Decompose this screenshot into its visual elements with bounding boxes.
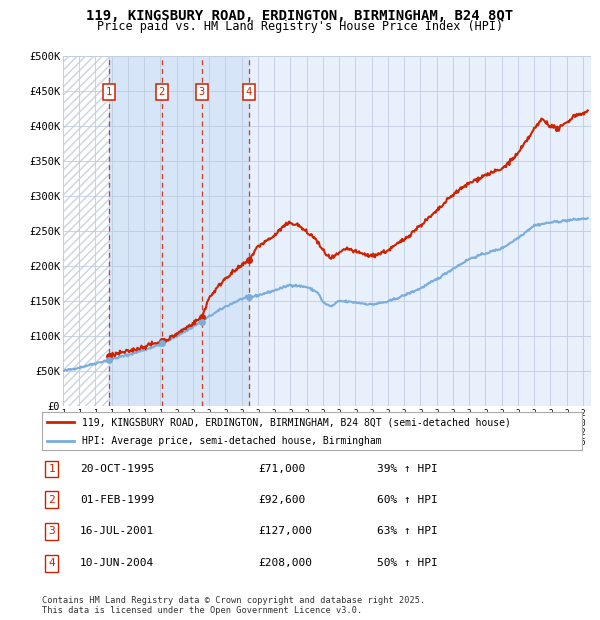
Text: 50% ↑ HPI: 50% ↑ HPI	[377, 558, 437, 568]
Text: £208,000: £208,000	[258, 558, 312, 568]
Text: 63% ↑ HPI: 63% ↑ HPI	[377, 526, 437, 536]
Text: 2: 2	[158, 87, 165, 97]
Text: 119, KINGSBURY ROAD, ERDINGTON, BIRMINGHAM, B24 8QT (semi-detached house): 119, KINGSBURY ROAD, ERDINGTON, BIRMINGH…	[83, 417, 511, 427]
Text: 2: 2	[49, 495, 55, 505]
Bar	[162, 56, 202, 406]
Text: £71,000: £71,000	[258, 464, 305, 474]
Text: 4: 4	[49, 558, 55, 568]
Text: £92,600: £92,600	[258, 495, 305, 505]
Text: 01-FEB-1999: 01-FEB-1999	[80, 495, 154, 505]
Text: 3: 3	[49, 526, 55, 536]
Text: 16-JUL-2001: 16-JUL-2001	[80, 526, 154, 536]
Text: 1: 1	[49, 464, 55, 474]
Text: 119, KINGSBURY ROAD, ERDINGTON, BIRMINGHAM, B24 8QT: 119, KINGSBURY ROAD, ERDINGTON, BIRMINGH…	[86, 9, 514, 24]
Text: 10-JUN-2004: 10-JUN-2004	[80, 558, 154, 568]
Text: Contains HM Land Registry data © Crown copyright and database right 2025.
This d: Contains HM Land Registry data © Crown c…	[42, 596, 425, 615]
Text: HPI: Average price, semi-detached house, Birmingham: HPI: Average price, semi-detached house,…	[83, 436, 382, 446]
Text: £127,000: £127,000	[258, 526, 312, 536]
Bar	[109, 56, 162, 406]
Bar	[63, 56, 109, 406]
Text: Price paid vs. HM Land Registry's House Price Index (HPI): Price paid vs. HM Land Registry's House …	[97, 20, 503, 33]
Text: 3: 3	[199, 87, 205, 97]
Bar	[202, 56, 249, 406]
Text: 60% ↑ HPI: 60% ↑ HPI	[377, 495, 437, 505]
Text: 4: 4	[246, 87, 252, 97]
Text: 39% ↑ HPI: 39% ↑ HPI	[377, 464, 437, 474]
Text: 20-OCT-1995: 20-OCT-1995	[80, 464, 154, 474]
Bar	[63, 56, 109, 406]
Text: 1: 1	[106, 87, 112, 97]
